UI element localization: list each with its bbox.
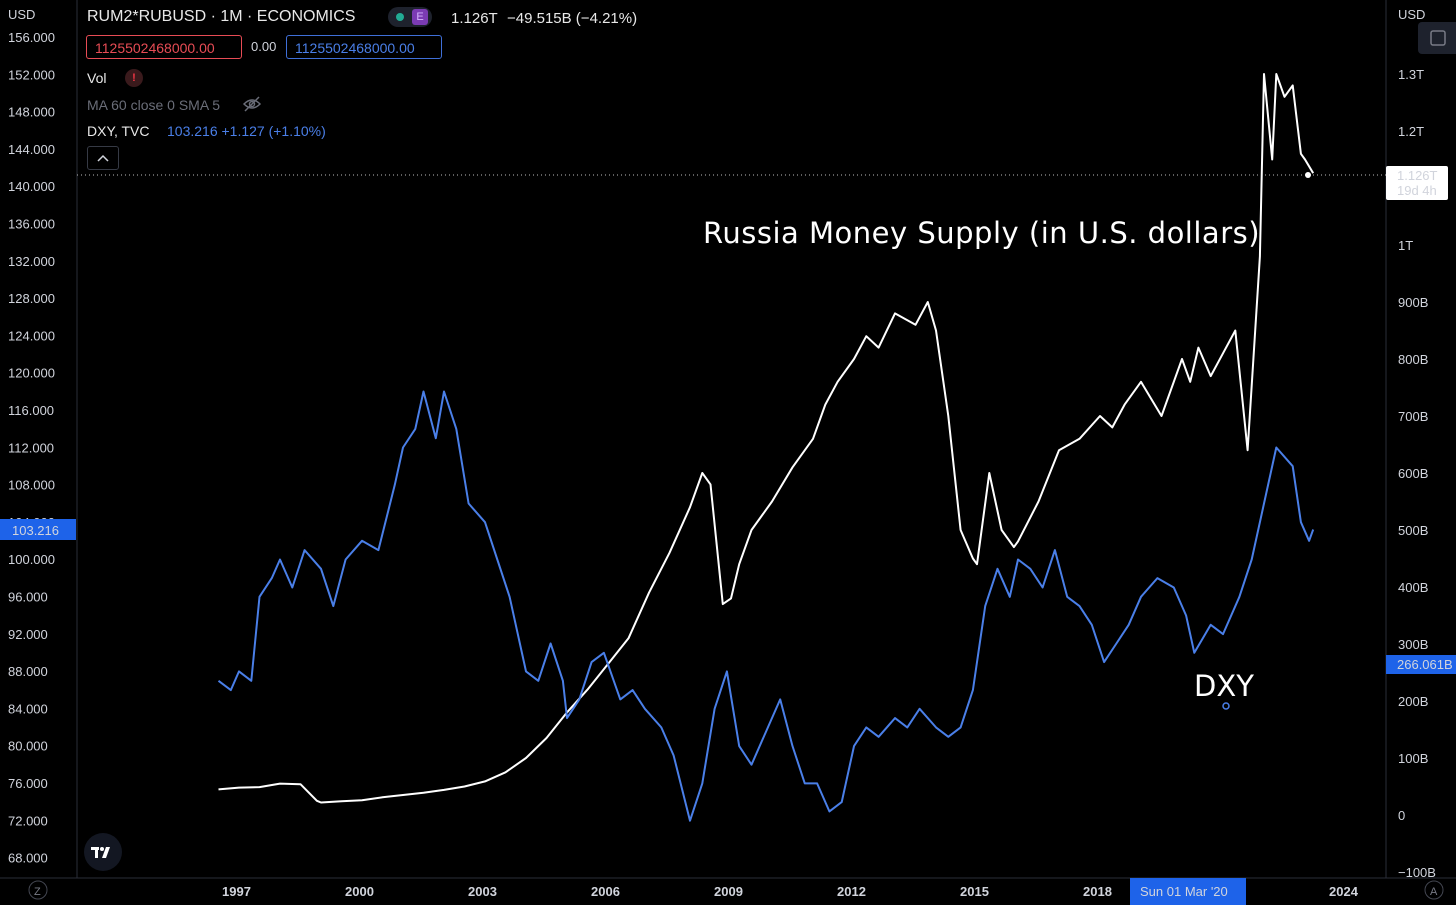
time-axis-tick: 2012 xyxy=(837,884,866,899)
right-axis-tick: −100B xyxy=(1398,865,1436,880)
crosshair-price-label: 266.061B xyxy=(1397,657,1453,672)
left-price-axis[interactable]: 156.000 152.000 148.000 144.000 140.000 136.0… xyxy=(8,30,55,866)
right-auto-button-label: A xyxy=(1430,886,1438,898)
left-axis-tick: 84.000 xyxy=(8,701,48,716)
panel-icon xyxy=(1430,30,1446,46)
left-axis-tick: 92.000 xyxy=(8,627,48,642)
log-scale-button[interactable] xyxy=(28,880,48,900)
left-axis-tick: 108.000 xyxy=(8,478,55,493)
economics-badge: E xyxy=(412,9,428,25)
left-auto-button-label: Z xyxy=(34,886,41,898)
market-status-dot xyxy=(396,13,404,21)
right-currency-label: USD xyxy=(1398,7,1425,22)
left-axis-tick: 144.000 xyxy=(8,142,55,157)
dxy-last-label-bg xyxy=(0,519,76,540)
left-axis-tick: 124.000 xyxy=(8,328,55,343)
dxy-marker xyxy=(1222,702,1230,710)
left-axis-tick: 68.000 xyxy=(8,851,48,866)
time-axis-tick: 2018 xyxy=(1083,884,1112,899)
time-axis-tick: 2024 xyxy=(1329,884,1359,899)
dxy-last-label: 103.216 xyxy=(12,523,59,538)
time-axis-tick: 2009 xyxy=(714,884,743,899)
right-axis-tick: 400B xyxy=(1398,580,1428,595)
right-axis-tick: 100B xyxy=(1398,751,1428,766)
left-axis-tick: 96.000 xyxy=(8,590,48,605)
crosshair-time-label-bg xyxy=(1130,878,1246,905)
time-axis-tick: 1997 xyxy=(222,884,251,899)
money-supply-series xyxy=(218,73,1315,804)
status-pill[interactable]: E xyxy=(388,7,432,27)
vol-indicator-label[interactable]: Vol xyxy=(87,70,107,86)
dxy-legend-values: 103.216 +1.127 (+1.10%) xyxy=(167,123,326,139)
left-axis-tick: 148.000 xyxy=(8,105,55,120)
crosshair-time-label: Sun 01 Mar '20 xyxy=(1140,884,1228,899)
tradingview-logo-icon[interactable] xyxy=(84,833,122,871)
left-axis-tick: 112.000 xyxy=(8,440,54,455)
hidden-eye-icon[interactable] xyxy=(242,96,262,112)
collapse-legend-button[interactable] xyxy=(87,146,119,170)
left-currency-label: USD xyxy=(8,7,35,22)
right-axis-tick: 0 xyxy=(1398,808,1405,823)
chevron-up-icon xyxy=(97,154,109,162)
left-axis-tick: 132.000 xyxy=(8,254,55,269)
right-axis-tick: 900B xyxy=(1398,295,1428,310)
right-axis-tick: 1.3T xyxy=(1398,67,1424,82)
symbol-title[interactable]: RUM2*RUBUSD · 1M · ECONOMICS xyxy=(87,8,356,25)
left-axis-tick: 128.000 xyxy=(8,291,55,306)
right-axis-tick: 200B xyxy=(1398,694,1428,709)
side-toolbar-toggle[interactable] xyxy=(1418,22,1456,54)
right-axis-tick: 800B xyxy=(1398,352,1428,367)
left-axis-tick: 140.000 xyxy=(8,179,55,194)
left-axis-tick: 76.000 xyxy=(8,776,48,791)
last-value-dot xyxy=(1305,172,1311,178)
right-axis-tick: 500B xyxy=(1398,523,1428,538)
left-axis-tick: 120.000 xyxy=(8,366,55,381)
left-axis-tick: 116.000 xyxy=(8,403,54,418)
time-axis-tick: 2003 xyxy=(468,884,497,899)
last-value: 1.126T xyxy=(451,10,498,27)
right-axis-tick: 1T xyxy=(1398,238,1413,253)
right-axis-tick: 300B xyxy=(1398,637,1428,652)
time-axis-tick: 2006 xyxy=(591,884,620,899)
spread-value: 0.00 xyxy=(251,39,277,54)
dxy-annotation: DXY xyxy=(1194,669,1254,703)
last-value-label-bg xyxy=(1386,166,1448,200)
time-axis[interactable]: 1997 2000 2003 2006 2009 2012 2015 2018 2024 xyxy=(222,884,1359,899)
left-axis-tick: 88.000 xyxy=(8,664,48,679)
sell-button[interactable]: 1125502468000.00 xyxy=(86,35,242,59)
right-axis-tick: 600B xyxy=(1398,466,1428,481)
time-axis-tick: 2000 xyxy=(345,884,374,899)
dxy-series xyxy=(217,390,1315,822)
right-axis-tick: 1.2T xyxy=(1398,124,1424,139)
change-value: −49.515B (−4.21%) xyxy=(507,10,638,27)
last-value-countdown: 19d 4h xyxy=(1397,183,1437,198)
right-price-axis[interactable]: 1.3T 1.2T 1T 900B 800B 700B 600B 500B 400B 300B 20… xyxy=(1398,67,1436,880)
time-axis-tick: 2015 xyxy=(960,884,989,899)
crosshair-price-label-bg xyxy=(1386,655,1456,674)
left-axis-tick: 72.000 xyxy=(8,813,48,828)
buy-button[interactable]: 1125502468000.00 xyxy=(286,35,442,59)
warning-icon[interactable]: ! xyxy=(125,69,143,87)
money-supply-annotation: Russia Money Supply (in U.S. dollars) xyxy=(703,216,1260,250)
left-axis-tick: 156.000 xyxy=(8,30,55,45)
left-axis-tick: 100.000 xyxy=(8,552,55,567)
last-value-label: 1.126T xyxy=(1397,168,1438,183)
dxy-legend-label[interactable]: DXY, TVC xyxy=(87,123,150,139)
left-axis-tick: 80.000 xyxy=(8,739,48,754)
left-axis-tick: 152.000 xyxy=(8,67,55,82)
left-axis-tick: 136.000 xyxy=(8,217,55,232)
ma-indicator-label[interactable]: MA 60 close 0 SMA 5 xyxy=(87,97,221,113)
auto-scale-button[interactable] xyxy=(1424,880,1444,900)
right-axis-tick: 700B xyxy=(1398,409,1428,424)
